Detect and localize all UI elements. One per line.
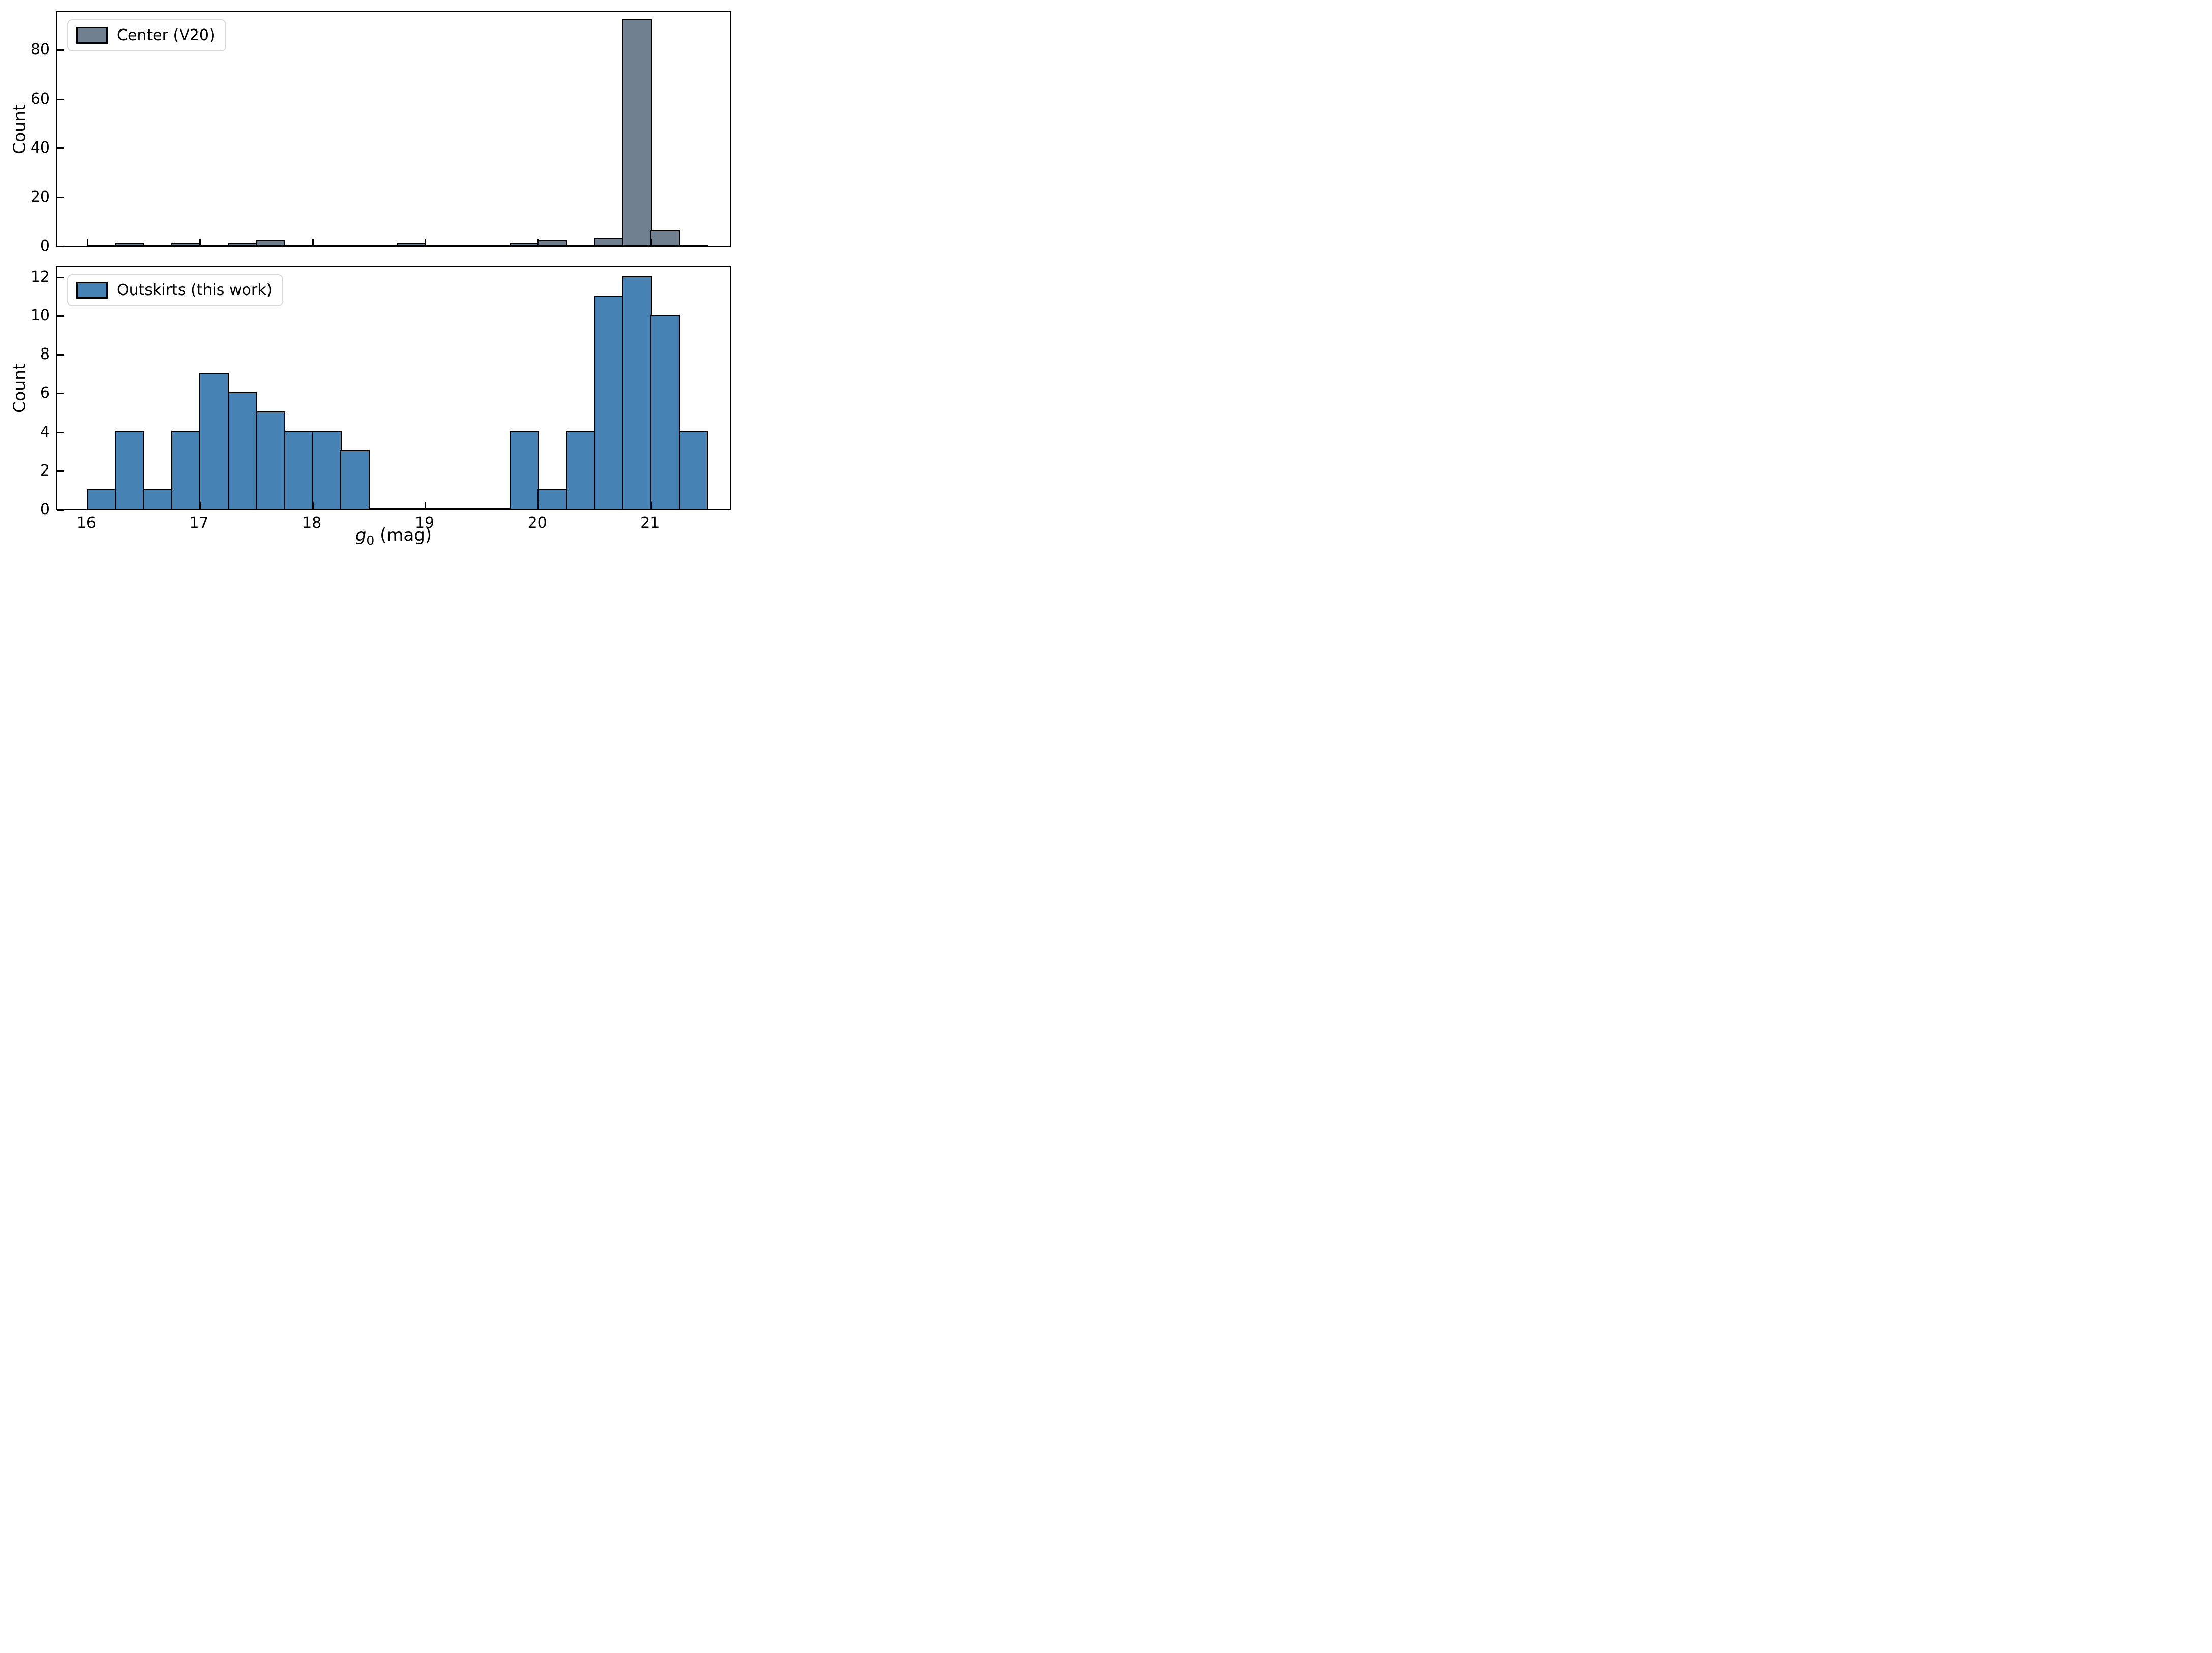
y-tick <box>57 246 64 247</box>
histogram-baseline <box>86 508 708 510</box>
y-tick <box>57 147 64 149</box>
panel-bottom: Outskirts (this work) <box>56 266 731 511</box>
y-tick <box>57 470 64 472</box>
x-tick <box>425 502 427 509</box>
histogram-bar <box>171 242 201 247</box>
panel-top: Center (V20) <box>56 11 731 247</box>
histogram-bar <box>650 314 680 510</box>
y-tick <box>57 315 64 317</box>
x-tick <box>650 239 652 246</box>
x-tick <box>312 502 314 509</box>
x-tick <box>650 502 652 509</box>
x-tick <box>425 239 427 246</box>
histogram-bar <box>340 450 370 510</box>
x-axis-label-subscript: 0 <box>366 533 375 548</box>
histogram-bar <box>622 19 652 247</box>
x-axis-label: g0 (mag) <box>355 525 432 548</box>
y-tick-label: 0 <box>40 500 50 518</box>
x-axis-label-variable: g <box>355 525 367 545</box>
y-tick-label: 20 <box>30 188 50 206</box>
y-tick-label: 0 <box>40 237 50 255</box>
y-tick <box>57 196 64 198</box>
y-tick <box>57 431 64 433</box>
histogram-bar <box>537 240 567 247</box>
histogram-bar <box>312 431 342 510</box>
y-tick-label: 8 <box>40 345 50 364</box>
x-tick <box>199 502 201 509</box>
y-tick <box>57 393 64 395</box>
histogram-bar <box>650 230 680 247</box>
y-tick-label: 80 <box>30 41 50 59</box>
x-axis-label-unit: (mag) <box>374 525 432 545</box>
y-tick <box>57 509 64 511</box>
x-tick <box>312 239 314 246</box>
legend: Outskirts (this work) <box>67 274 284 306</box>
histogram-bar <box>115 431 144 510</box>
x-tick-label: 16 <box>76 514 96 532</box>
y-axis-label: Count <box>9 104 29 154</box>
y-tick <box>57 49 64 51</box>
histogram-bar <box>171 431 201 510</box>
histogram-bar <box>227 392 257 510</box>
histogram-bar <box>678 431 708 510</box>
histogram-bar <box>509 431 539 510</box>
x-tick-label: 20 <box>527 514 547 532</box>
legend-swatch <box>76 27 108 44</box>
x-tick <box>86 239 88 246</box>
x-tick <box>537 502 539 509</box>
x-tick <box>86 502 88 509</box>
histogram-bar <box>256 240 286 247</box>
legend: Center (V20) <box>67 19 226 51</box>
histogram-bar <box>594 238 624 247</box>
y-tick <box>57 354 64 356</box>
histogram-bar <box>199 373 229 510</box>
x-tick-label: 17 <box>189 514 209 532</box>
legend-label: Outskirts (this work) <box>117 281 273 299</box>
x-tick <box>537 239 539 246</box>
y-tick-label: 40 <box>30 139 50 157</box>
y-tick-label: 2 <box>40 461 50 480</box>
histogram-bar <box>509 242 539 247</box>
histogram-bar <box>565 431 595 510</box>
figure: g0 (mag) Center (V20) 0 20 40 60 80 Count Outsk… <box>0 0 737 551</box>
y-tick-label: 10 <box>30 307 50 325</box>
histogram-bar <box>397 242 427 247</box>
legend-label: Center (V20) <box>117 26 215 44</box>
histogram-bar <box>143 489 173 510</box>
histogram-bar <box>537 489 567 510</box>
histogram-bar <box>594 295 624 510</box>
y-tick-label: 60 <box>30 90 50 108</box>
y-tick <box>57 277 64 278</box>
x-tick-label: 18 <box>302 514 322 532</box>
histogram-bar <box>622 276 652 510</box>
histogram-bar <box>256 411 286 510</box>
y-tick-label: 6 <box>40 384 50 402</box>
y-tick <box>57 98 64 100</box>
legend-swatch <box>76 282 108 299</box>
x-tick-label: 19 <box>414 514 435 532</box>
histogram-bar <box>86 489 116 510</box>
x-tick-label: 21 <box>640 514 660 532</box>
y-axis-label: Count <box>9 363 29 414</box>
histogram-bar <box>227 242 257 247</box>
y-tick-label: 12 <box>30 268 50 286</box>
histogram-bar <box>284 431 314 510</box>
y-tick-label: 4 <box>40 423 50 441</box>
histogram-bar <box>115 242 144 247</box>
x-tick <box>199 239 201 246</box>
